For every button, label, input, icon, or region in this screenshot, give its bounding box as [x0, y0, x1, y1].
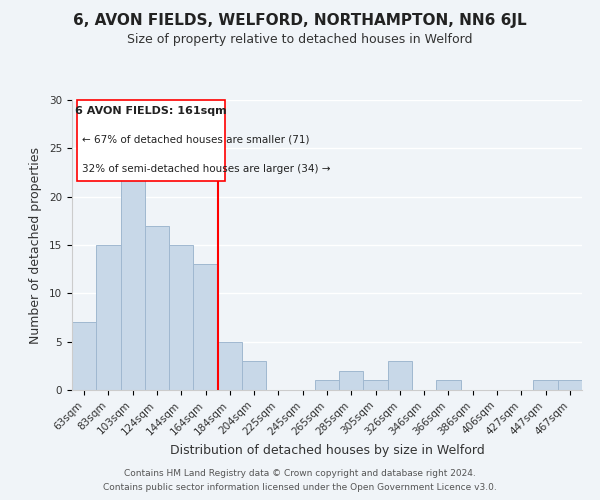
- Bar: [193, 264, 218, 390]
- Bar: [533, 380, 558, 390]
- X-axis label: Distribution of detached houses by size in Welford: Distribution of detached houses by size …: [170, 444, 484, 456]
- Bar: [218, 342, 242, 390]
- Bar: [315, 380, 339, 390]
- Text: 6, AVON FIELDS, WELFORD, NORTHAMPTON, NN6 6JL: 6, AVON FIELDS, WELFORD, NORTHAMPTON, NN…: [73, 12, 527, 28]
- Text: 6 AVON FIELDS: 161sqm: 6 AVON FIELDS: 161sqm: [75, 106, 227, 116]
- Text: Contains HM Land Registry data © Crown copyright and database right 2024.: Contains HM Land Registry data © Crown c…: [124, 468, 476, 477]
- Bar: [121, 168, 145, 390]
- Text: Contains public sector information licensed under the Open Government Licence v3: Contains public sector information licen…: [103, 484, 497, 492]
- Text: 32% of semi-detached houses are larger (34) →: 32% of semi-detached houses are larger (…: [82, 164, 331, 174]
- Bar: [388, 361, 412, 390]
- Text: ← 67% of detached houses are smaller (71): ← 67% of detached houses are smaller (71…: [82, 135, 310, 145]
- Bar: [364, 380, 388, 390]
- Bar: [436, 380, 461, 390]
- Bar: [339, 370, 364, 390]
- Bar: [145, 226, 169, 390]
- Bar: [72, 322, 96, 390]
- Bar: [169, 245, 193, 390]
- Bar: [242, 361, 266, 390]
- FancyBboxPatch shape: [77, 100, 225, 181]
- Y-axis label: Number of detached properties: Number of detached properties: [29, 146, 42, 344]
- Bar: [96, 245, 121, 390]
- Bar: [558, 380, 582, 390]
- Text: Size of property relative to detached houses in Welford: Size of property relative to detached ho…: [127, 32, 473, 46]
